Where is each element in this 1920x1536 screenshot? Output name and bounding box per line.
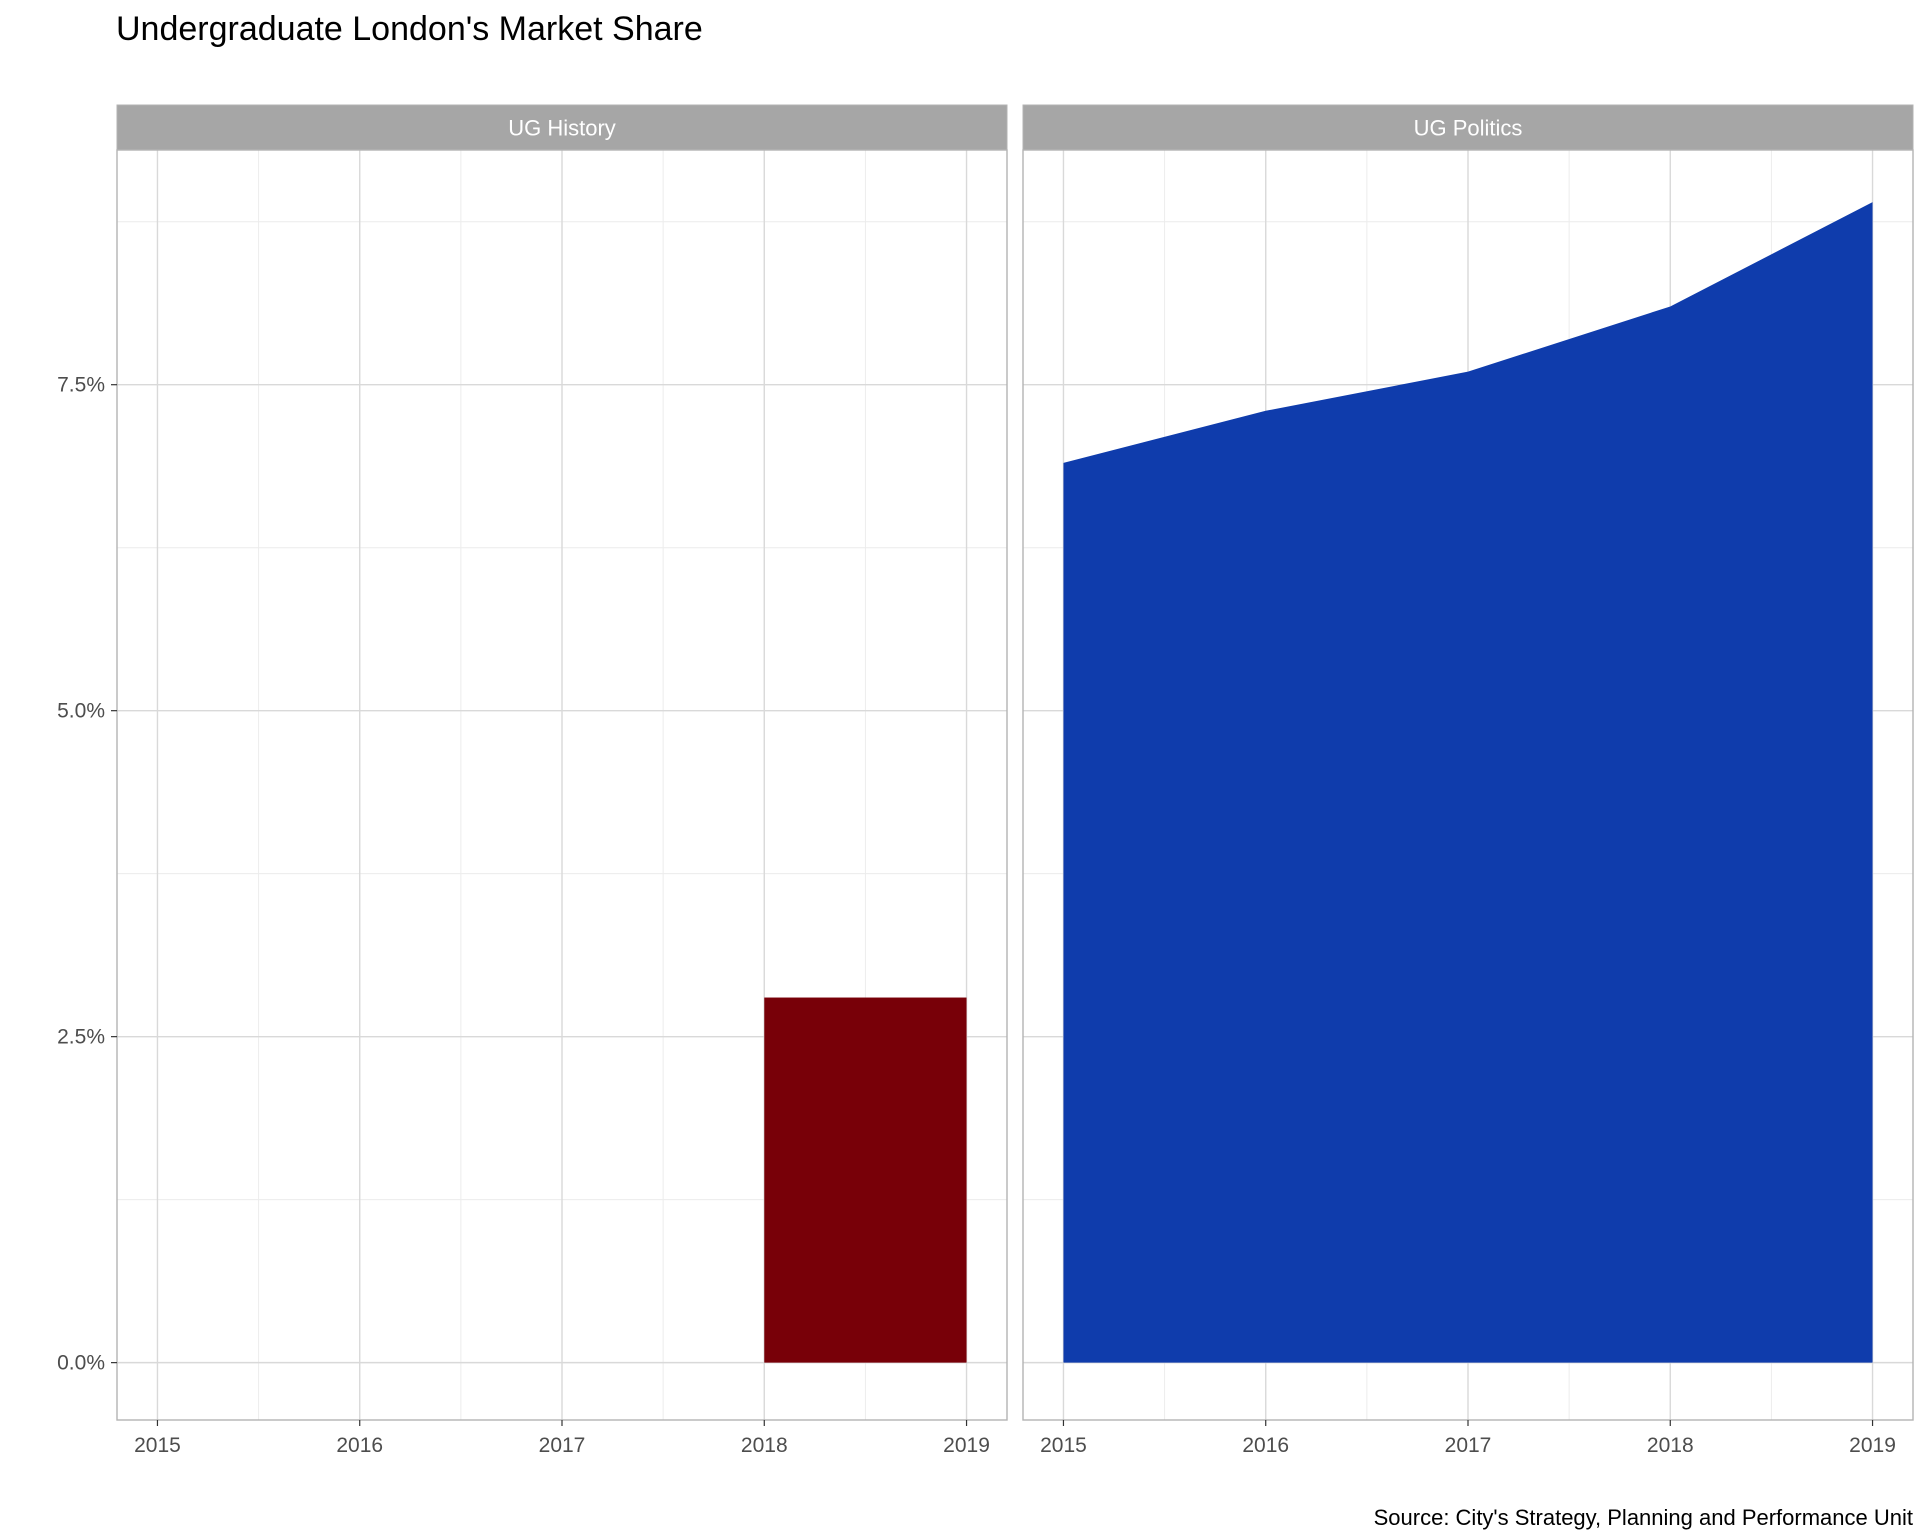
x-tick-label: 2019 <box>943 1434 990 1457</box>
strip-ug-history <box>117 105 1007 150</box>
x-tick-label: 2017 <box>539 1434 586 1457</box>
x-tick-label: 2016 <box>336 1434 383 1457</box>
panel-ug-history: UG History 2015 2016 2017 2018 2019 <box>116 104 1008 1457</box>
area-ug-politics <box>1063 202 1873 1363</box>
x-tick-label: 2015 <box>1040 1434 1087 1457</box>
x-tick-label: 2017 <box>1445 1434 1492 1457</box>
y-tick-label: 2.5% <box>57 1026 105 1049</box>
chart-title: Undergraduate London's Market Share <box>116 10 703 48</box>
y-tick-label: 5.0% <box>57 700 105 723</box>
strip-label-ug-history: UG History <box>508 116 616 141</box>
chart-caption: Source: City's Strategy, Planning and Pe… <box>1374 1505 1913 1530</box>
panel-ug-politics: UG Politics 2015 2016 2017 2018 2019 <box>1022 104 1914 1457</box>
y-tick-label: 7.5% <box>57 374 105 397</box>
bar-ug-history-0 <box>764 997 967 1363</box>
y-axis: 0.0% 2.5% 5.0% 7.5% <box>57 374 117 1375</box>
y-tick-label: 0.0% <box>57 1352 105 1375</box>
x-tick-label: 2016 <box>1242 1434 1289 1457</box>
strip-ug-politics <box>1023 105 1913 150</box>
strip-label-ug-politics: UG Politics <box>1414 116 1523 141</box>
x-tick-label: 2018 <box>741 1434 788 1457</box>
x-tick-label: 2018 <box>1647 1434 1694 1457</box>
x-tick-label: 2015 <box>134 1434 181 1457</box>
x-tick-label: 2019 <box>1849 1434 1896 1457</box>
